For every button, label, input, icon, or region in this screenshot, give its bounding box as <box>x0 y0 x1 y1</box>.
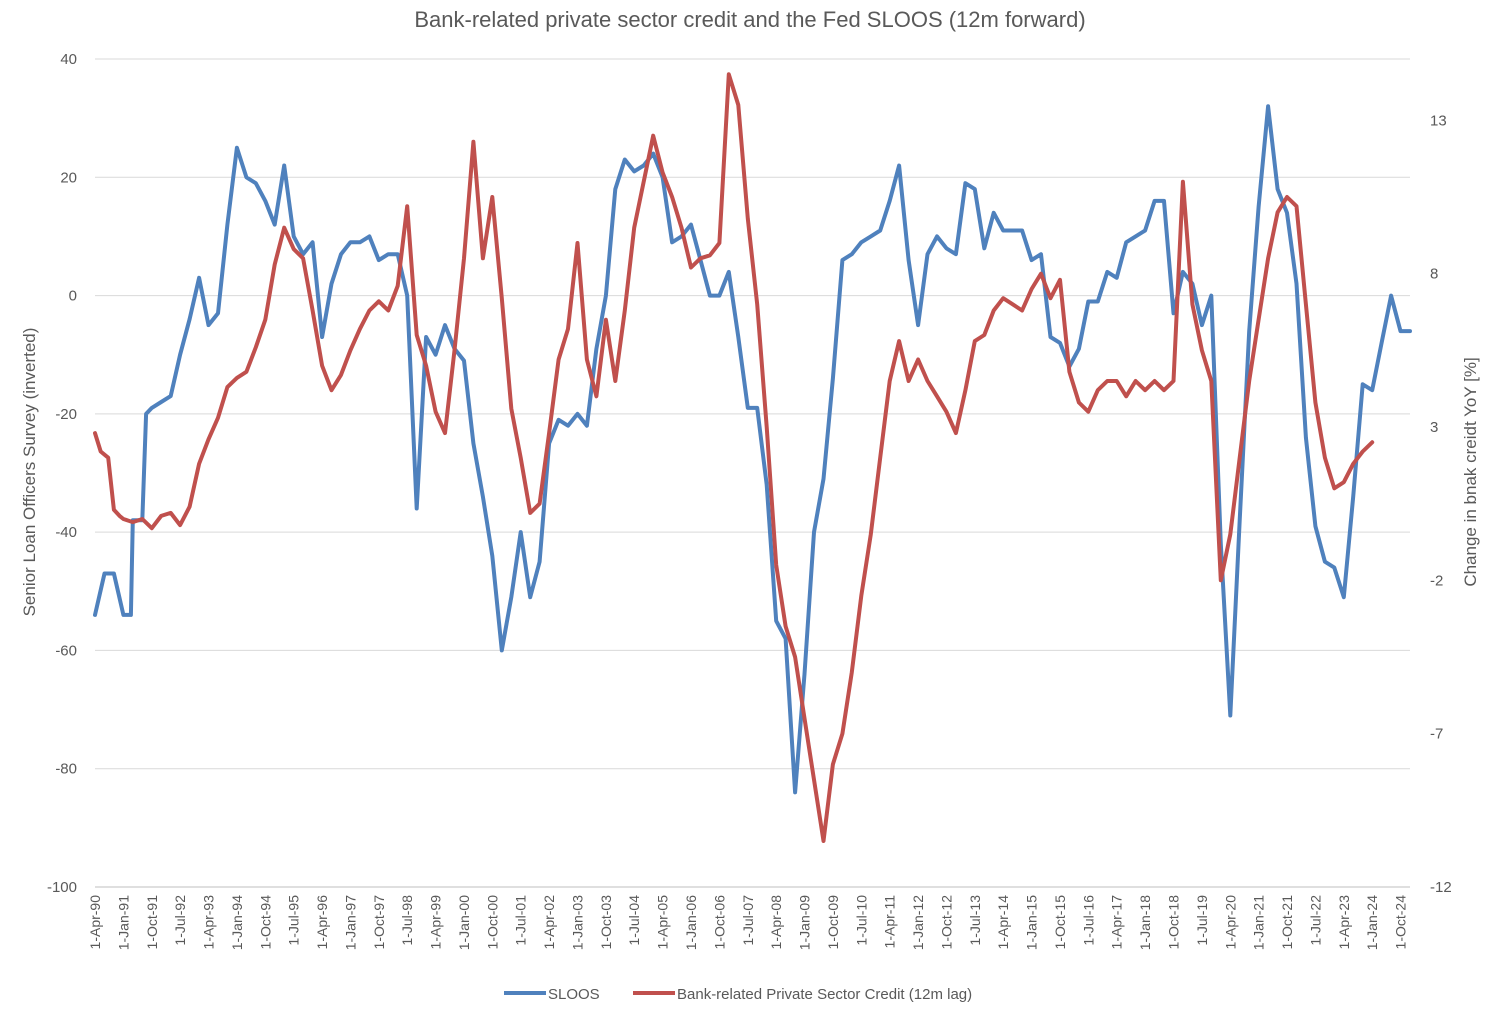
x-tick-label: 1-Oct-94 <box>257 895 273 950</box>
x-tick-label: 1-Apr-05 <box>655 895 671 950</box>
legend-label-sloos: SLOOS <box>548 986 600 1003</box>
x-tick-label: 1-Apr-99 <box>428 895 444 950</box>
x-tick-label: 1-Apr-17 <box>1109 895 1125 950</box>
right-y-axis: 13 8 3 -2 -7 -12 <box>1430 112 1452 896</box>
x-tick-label: 1-Oct-09 <box>825 895 841 950</box>
x-tick-label: 1-Oct-00 <box>484 895 500 950</box>
x-tick-label: 1-Jul-13 <box>967 895 983 946</box>
x-tick-label: 1-Jan-15 <box>1024 895 1040 950</box>
right-tick-label: -2 <box>1430 572 1443 589</box>
right-tick-label: -7 <box>1430 726 1443 743</box>
x-tick-label: 1-Apr-11 <box>882 895 898 949</box>
left-axis-label: Senior Loan Officers Survey (inverted) <box>20 328 39 617</box>
x-tick-label: 1-Apr-02 <box>541 895 557 950</box>
x-tick-label: 1-Apr-96 <box>314 895 330 950</box>
x-axis: 1-Apr-90 1-Jan-91 1-Oct-91 1-Jul-92 1-Apr-93… <box>87 886 1410 950</box>
legend-label-credit: Bank-related Private Sector Credit (12m … <box>677 986 972 1003</box>
x-tick-label: 1-Oct-97 <box>371 895 387 950</box>
x-tick-label: 1-Apr-23 <box>1336 895 1352 950</box>
x-tick-label: 1-Jan-97 <box>342 895 358 950</box>
x-tick-label: 1-Jul-01 <box>513 895 529 946</box>
left-tick-label: -100 <box>47 879 77 896</box>
series-lines <box>93 72 1412 843</box>
x-tick-label: 1-Apr-14 <box>995 895 1011 950</box>
x-tick-label: 1-Jan-06 <box>683 895 699 950</box>
x-tick-label: 1-Oct-12 <box>938 895 954 950</box>
x-tick-label: 1-Oct-24 <box>1393 895 1409 950</box>
x-tick-label: 1-Apr-08 <box>768 895 784 950</box>
left-tick-label: -80 <box>55 761 77 778</box>
left-tick-label: -60 <box>55 642 77 659</box>
x-tick-label: 1-Jul-19 <box>1194 895 1210 946</box>
left-y-axis: 40 20 0 -20 -40 -60 -80 -100 <box>47 51 77 896</box>
x-tick-label: 1-Jul-98 <box>399 895 415 946</box>
x-tick-label: 1-Oct-03 <box>598 895 614 950</box>
right-tick-label: 8 <box>1430 266 1438 283</box>
x-tick-label: 1-Oct-15 <box>1052 895 1068 950</box>
x-tick-label: 1-Jul-04 <box>626 895 642 946</box>
x-tick-label: 1-Jan-21 <box>1251 895 1267 950</box>
right-tick-label: 3 <box>1430 419 1438 436</box>
series-line-sloos <box>93 104 1412 795</box>
x-tick-label: 1-Oct-91 <box>144 895 160 950</box>
x-tick-label: 1-Apr-90 <box>87 895 103 950</box>
x-tick-label: 1-Jan-12 <box>910 895 926 950</box>
x-tick-label: 1-Jan-94 <box>229 895 245 950</box>
left-tick-label: 20 <box>60 169 77 186</box>
x-tick-label: 1-Jul-22 <box>1307 895 1323 946</box>
legend: SLOOS Bank-related Private Sector Credit… <box>504 986 972 1003</box>
x-tick-label: 1-Jan-24 <box>1364 895 1380 950</box>
left-tick-label: 0 <box>69 288 77 305</box>
x-tick-label: 1-Oct-21 <box>1279 895 1295 950</box>
x-tick-label: 1-Jan-09 <box>797 895 813 950</box>
x-tick-label: 1-Oct-06 <box>711 895 727 950</box>
x-tick-label: 1-Apr-20 <box>1222 895 1238 950</box>
x-tick-label: 1-Jul-95 <box>286 895 302 946</box>
chart-title: Bank-related private sector credit and t… <box>414 7 1085 32</box>
x-tick-label: 1-Oct-18 <box>1165 895 1181 950</box>
x-tick-label: 1-Jul-07 <box>740 895 756 946</box>
series-line-credit <box>93 72 1375 843</box>
x-tick-label: 1-Jan-91 <box>115 895 131 950</box>
x-tick-label: 1-Jan-03 <box>569 895 585 950</box>
right-tick-label: 13 <box>1430 112 1447 129</box>
x-tick-label: 1-Jul-16 <box>1080 895 1096 946</box>
gridlines <box>95 58 1410 888</box>
x-tick-label: 1-Jul-10 <box>853 895 869 946</box>
x-tick-label: 1-Jan-18 <box>1137 895 1153 950</box>
left-tick-label: -40 <box>55 524 77 541</box>
right-axis-label: Change in bnak creidt YoY [%] <box>1461 357 1480 586</box>
x-tick-label: 1-Apr-93 <box>201 895 217 950</box>
x-tick-label: 1-Jul-92 <box>172 895 188 946</box>
left-tick-label: 40 <box>60 51 77 68</box>
left-tick-label: -20 <box>55 406 77 423</box>
x-tick-label: 1-Jan-00 <box>456 895 472 950</box>
right-tick-label: -12 <box>1430 879 1452 896</box>
